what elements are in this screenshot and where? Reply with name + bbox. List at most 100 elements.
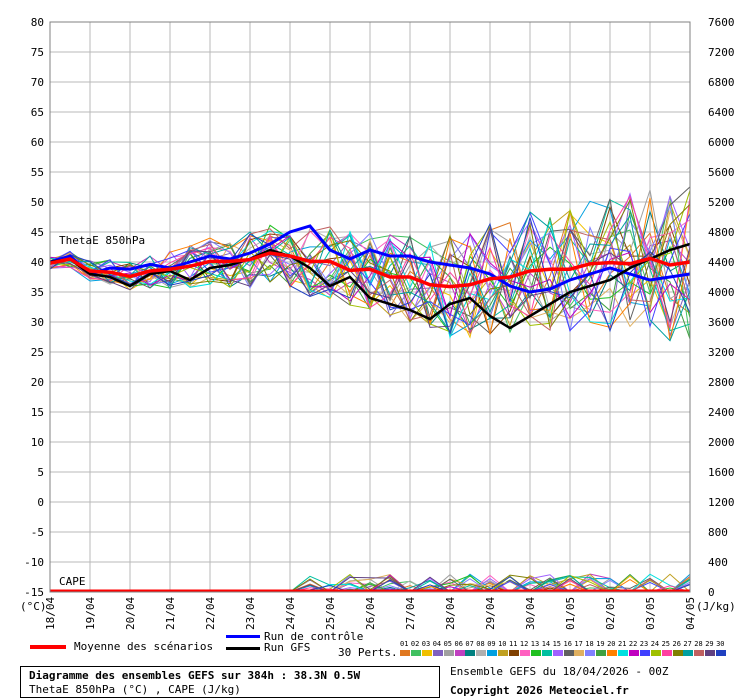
member-swatch — [585, 650, 596, 656]
member-number: 24 — [650, 640, 660, 648]
member-swatch — [607, 650, 618, 656]
y-right-tick-label: 4000 — [708, 286, 735, 299]
x-tick-label: 02/05 — [604, 597, 617, 630]
member-line — [49, 220, 691, 339]
member-swatch — [661, 650, 672, 656]
y-right-tick-label: 2800 — [708, 376, 735, 389]
series-line-0 — [49, 251, 691, 289]
y-left-tick-label: -5 — [31, 526, 44, 539]
copyright: Copyright 2026 Meteociel.fr — [450, 684, 629, 697]
member-swatch — [628, 650, 639, 656]
member-number: 03 — [421, 640, 431, 648]
member-number: 23 — [639, 640, 649, 648]
left-unit: (°C) — [20, 600, 47, 613]
member-number: 21 — [618, 640, 627, 648]
thetae-annotation: ThetaE 850hPa — [59, 234, 145, 247]
member-swatch — [519, 650, 530, 656]
y-right-tick-label: 4800 — [708, 226, 735, 239]
member-swatch — [705, 650, 716, 656]
y-left-tick-label: 10 — [31, 436, 44, 449]
member-swatch — [552, 650, 563, 656]
member-number: 05 — [443, 640, 453, 648]
member-line — [49, 232, 691, 319]
member-swatch — [443, 650, 454, 656]
control-legend-line — [226, 635, 260, 638]
x-tick-label: 24/04 — [284, 597, 297, 630]
member-swatch — [530, 650, 541, 656]
x-tick-label: 29/04 — [484, 597, 497, 630]
member-line — [49, 211, 691, 332]
member-swatch — [432, 650, 443, 656]
member-number: 22 — [628, 640, 638, 648]
member-swatch — [476, 650, 487, 656]
y-right-tick-label: 2400 — [708, 406, 735, 419]
member-line — [49, 204, 691, 332]
member-swatch — [400, 650, 410, 656]
member-number: 20 — [607, 640, 616, 648]
x-tick-label: 19/04 — [84, 597, 97, 630]
x-tick-label: 01/05 — [564, 597, 577, 630]
y-right-tick-label: 2000 — [708, 436, 735, 449]
member-number: 08 — [476, 640, 485, 648]
x-tick-label: 27/04 — [404, 597, 417, 630]
member-swatch — [487, 650, 498, 656]
y-left-tick-label: 75 — [31, 46, 44, 59]
member-swatch — [574, 650, 585, 656]
x-tick-label: 03/05 — [644, 597, 657, 630]
member-swatch — [716, 650, 727, 656]
member-number: 18 — [585, 640, 594, 648]
perts-label: 30 Perts. — [338, 646, 398, 659]
control-legend-label: Run de contrôle — [264, 630, 364, 643]
member-swatch — [618, 650, 628, 656]
footer-box: Diagramme des ensembles GEFS sur 384h : … — [20, 666, 440, 698]
y-left-tick-label: 50 — [31, 196, 44, 209]
member-number: 30 — [716, 640, 725, 648]
y-right-tick-label: 400 — [708, 556, 728, 569]
main-series — [49, 224, 691, 593]
y-right-tick-label: 7200 — [708, 46, 735, 59]
member-number: 13 — [530, 640, 540, 648]
x-tick-label: 28/04 — [444, 597, 457, 630]
y-left-tick-label: 55 — [31, 166, 44, 179]
member-number: 04 — [432, 640, 442, 648]
y-right-tick-label: 4400 — [708, 256, 735, 269]
member-swatch — [694, 650, 705, 656]
member-swatch — [541, 650, 552, 656]
member-number: 06 — [454, 640, 463, 648]
member-swatch — [650, 650, 661, 656]
y-left-tick-label: 5 — [37, 466, 44, 479]
y-right-tick-label: 6400 — [708, 106, 735, 119]
y-right-tick-label: 5600 — [708, 166, 735, 179]
member-number: 01 — [400, 640, 409, 648]
mean-legend-label: Moyenne des scénarios — [74, 640, 214, 653]
mean-legend-line — [30, 645, 66, 649]
member-swatch — [498, 650, 509, 656]
member-swatch — [596, 650, 607, 656]
plot-frame — [49, 21, 691, 593]
x-tick-label: 30/04 — [524, 597, 537, 630]
y-right-tick-label: 6800 — [708, 76, 735, 89]
member-swatch — [509, 650, 519, 656]
x-tick-label: 22/04 — [204, 597, 217, 630]
member-swatch — [465, 650, 476, 656]
member-line — [49, 219, 691, 337]
y-left-tick-label: 70 — [31, 76, 44, 89]
y-left-tick-label: -15 — [24, 586, 44, 599]
y-left-tick-label: 40 — [31, 256, 44, 269]
y-left-tick-label: 30 — [31, 316, 44, 329]
member-number: 14 — [541, 640, 551, 648]
y-right-tick-label: 0 — [708, 586, 715, 599]
member-number: 28 — [694, 640, 703, 648]
x-tick-label: 25/04 — [324, 597, 337, 630]
x-tick-label: 26/04 — [364, 597, 377, 630]
member-line — [49, 226, 691, 328]
gfs-legend-line — [226, 647, 260, 650]
right-unit: (J/kg) — [696, 600, 736, 613]
gfs-legend-label: Run GFS — [264, 641, 311, 654]
ensemble-date: Ensemble GEFS du 18/04/2026 - 00Z — [450, 665, 669, 678]
member-number: 10 — [498, 640, 507, 648]
y-right-tick-label: 5200 — [708, 196, 735, 209]
member-number: 19 — [596, 640, 605, 648]
x-tick-label: 21/04 — [164, 597, 177, 630]
y-left-tick-label: 65 — [31, 106, 44, 119]
